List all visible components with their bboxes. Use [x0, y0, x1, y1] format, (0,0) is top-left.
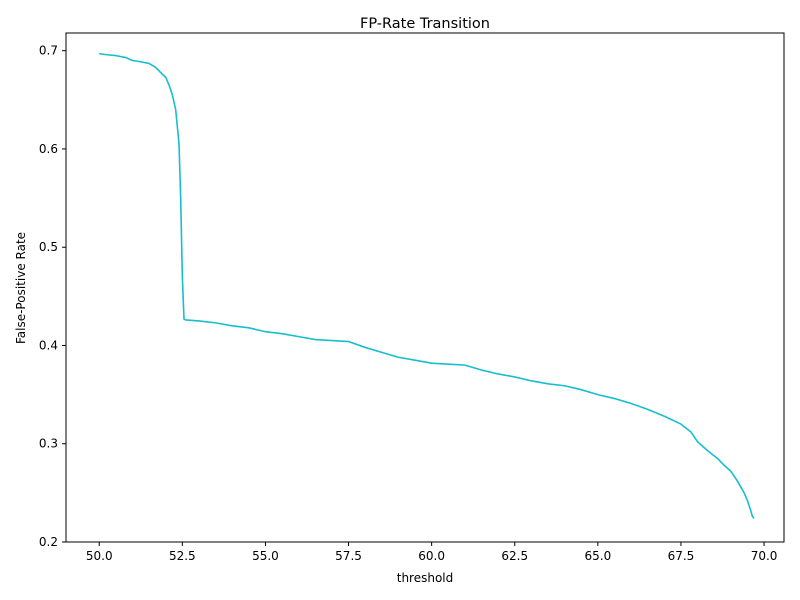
- x-tick-label: 50.0: [86, 549, 113, 563]
- y-axis-label: False-Positive Rate: [14, 232, 28, 344]
- axes-frame: [65, 32, 785, 543]
- x-axis-label: threshold: [397, 571, 454, 585]
- x-tick-label: 60.0: [418, 549, 445, 563]
- x-tick-label: 52.5: [169, 549, 196, 563]
- x-tick-label: 65.0: [584, 549, 611, 563]
- x-tick-label: 67.5: [668, 549, 695, 563]
- x-axis: 50.0 52.5 55.0 57.5 60.0 62.5 65.0 67.5 70.0: [86, 542, 778, 563]
- y-tick-label: 0.6: [39, 142, 58, 156]
- x-tick-label: 55.0: [252, 549, 279, 563]
- y-tick-label: 0.7: [39, 44, 58, 58]
- x-tick-label: 62.5: [501, 549, 528, 563]
- plot-layer: [99, 52, 755, 519]
- y-axis: 0.2 0.3 0.4 0.5 0.6 0.7: [39, 44, 66, 549]
- y-tick-label: 0.5: [39, 240, 58, 254]
- y-tick-label: 0.2: [39, 535, 58, 549]
- y-tick-label: 0.4: [39, 338, 58, 352]
- chart-title: FP-Rate Transition: [360, 16, 490, 32]
- series-line: [99, 52, 755, 519]
- y-tick-label: 0.3: [39, 437, 58, 451]
- x-tick-label: 70.0: [751, 549, 778, 563]
- x-tick-label: 57.5: [335, 549, 362, 563]
